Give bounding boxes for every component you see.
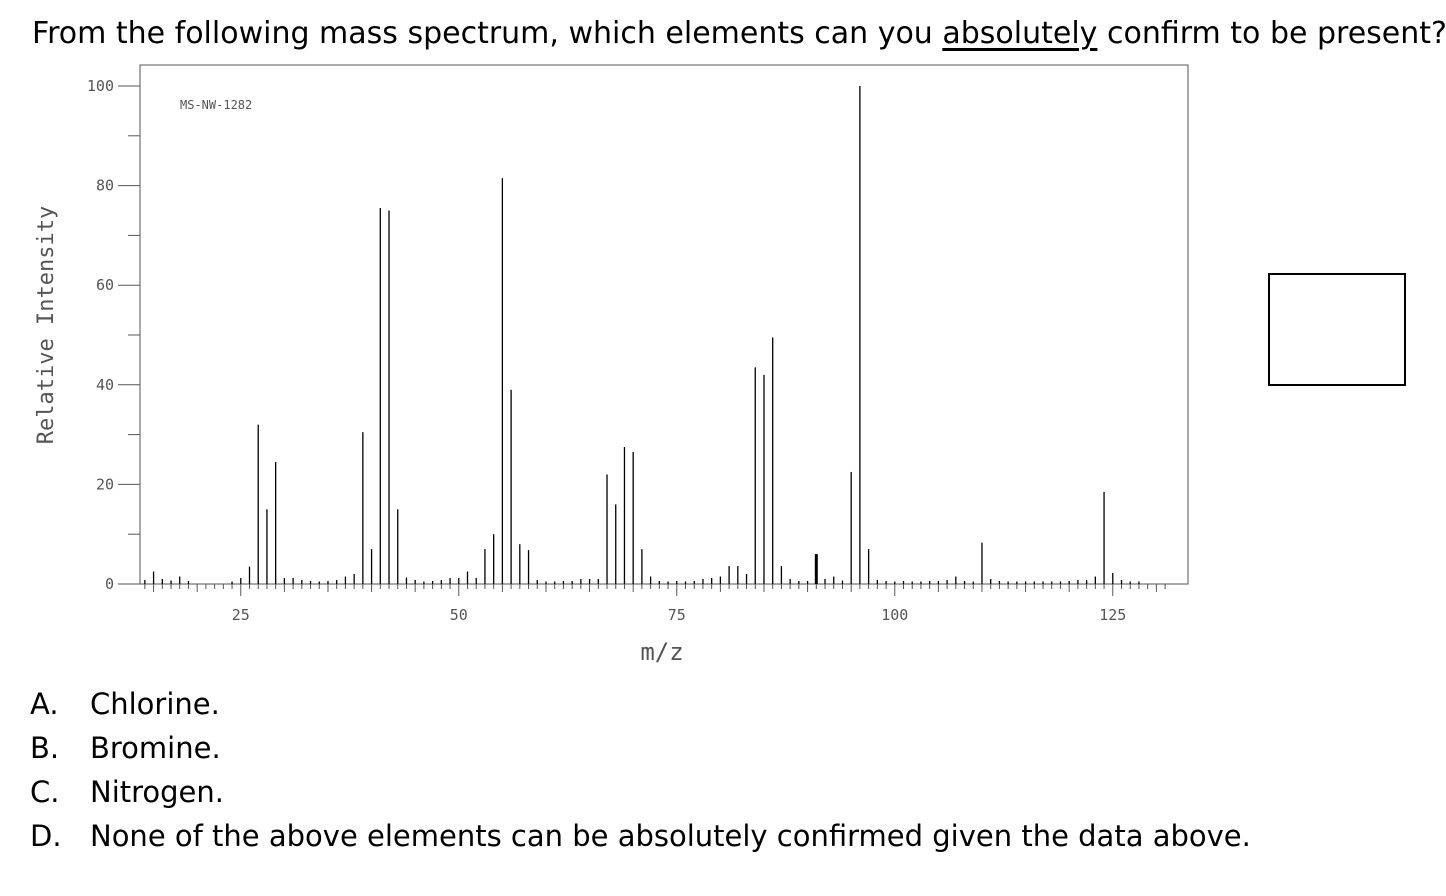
y-axis: 0 20 40 60 80 100: [87, 77, 140, 593]
question-after: confirm to be present?: [1097, 16, 1446, 51]
option-text: Chlorine.: [90, 687, 220, 721]
question-text: From the following mass spectrum, which …: [32, 16, 1446, 51]
mass-spectrum-chart: 0 20 40 60 80 100 25 50 75 100 125 MS-NW-1282 m/z…: [34, 64, 1189, 666]
question-emphasis: absolutely: [942, 16, 1098, 51]
y-tick-label: 60: [96, 276, 114, 294]
option-text: Nitrogen.: [90, 775, 224, 809]
spectrum-peaks: [144, 86, 1140, 584]
option-d[interactable]: D. None of the above elements can be abso…: [30, 814, 1251, 858]
option-text: None of the above elements can be absolu…: [90, 819, 1251, 853]
y-tick-label: 40: [96, 376, 114, 394]
answer-options: A. Chlorine. B. Bromine. C. Nitrogen. D. Non…: [30, 682, 1251, 858]
x-tick-label: 25: [232, 606, 250, 624]
x-axis-label: m/z: [640, 638, 683, 666]
y-tick-label: 80: [96, 177, 114, 195]
x-tick-label: 125: [1099, 606, 1126, 624]
option-letter: B.: [30, 731, 60, 765]
y-tick-label: 100: [87, 77, 114, 95]
x-axis: 25 50 75 100 125: [144, 584, 1166, 624]
option-b[interactable]: B. Bromine.: [30, 726, 1251, 770]
x-tick-label: 75: [668, 606, 686, 624]
y-tick-label: 20: [96, 475, 114, 493]
option-a[interactable]: A. Chlorine.: [30, 682, 1251, 726]
answer-box[interactable]: [1268, 273, 1406, 386]
option-letter: C.: [30, 775, 60, 809]
option-text: Bromine.: [90, 731, 221, 765]
question-before: From the following mass spectrum, which …: [32, 16, 943, 51]
x-tick-label: 100: [881, 606, 908, 624]
option-letter: D.: [30, 819, 62, 853]
x-tick-label: 50: [450, 606, 468, 624]
y-axis-label: Relative Intensity: [34, 206, 59, 444]
spectrum-id-label: MS-NW-1282: [180, 98, 252, 112]
plot-frame: [139, 64, 1189, 585]
option-letter: A.: [30, 687, 59, 721]
y-tick-label: 0: [105, 575, 114, 593]
option-c[interactable]: C. Nitrogen.: [30, 770, 1251, 814]
